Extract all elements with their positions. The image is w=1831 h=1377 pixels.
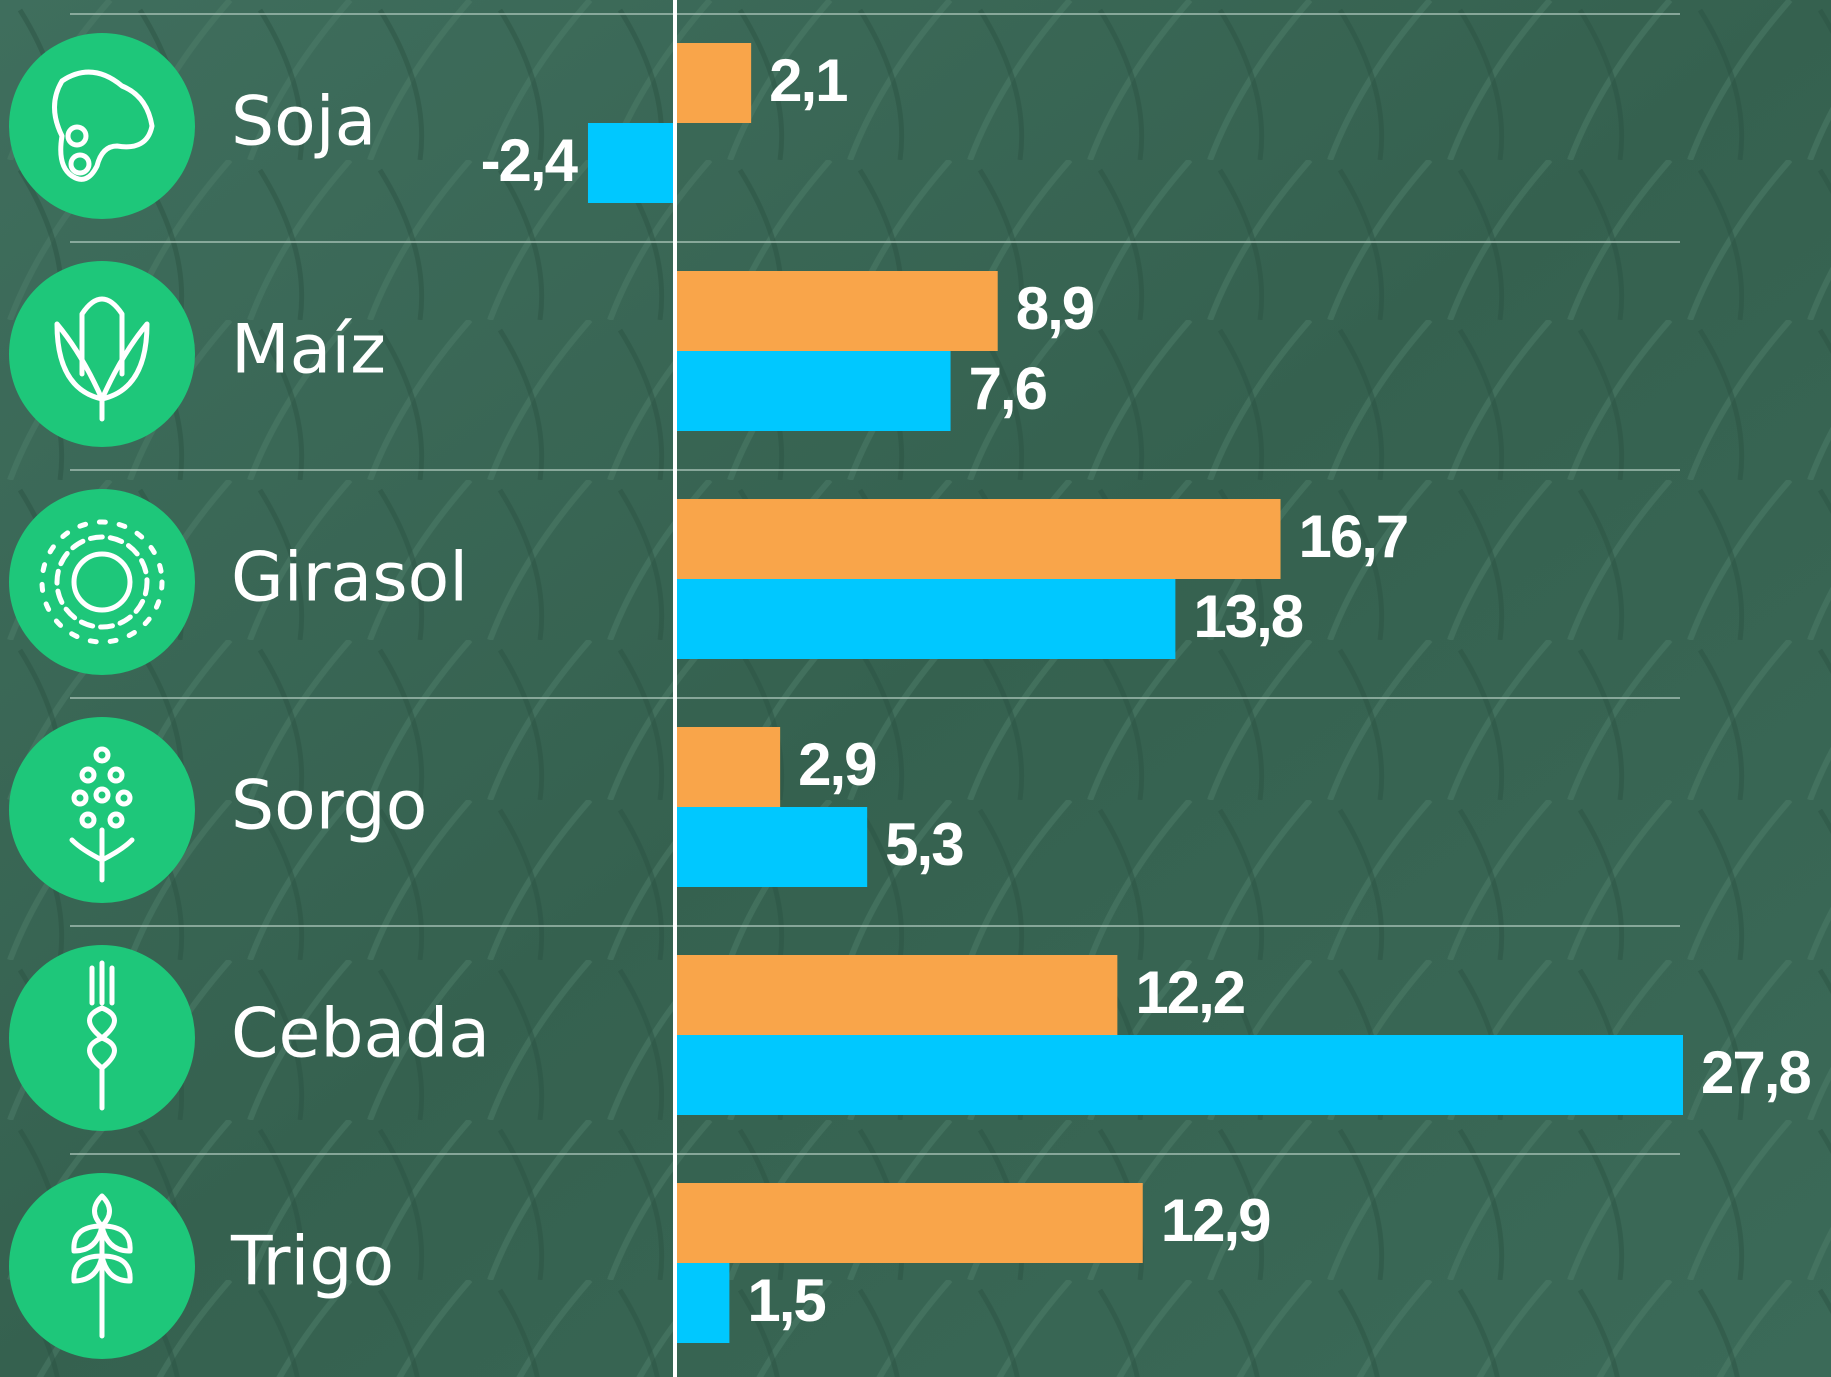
category-label: Trigo — [230, 1223, 394, 1302]
value-label: 1,5 — [747, 1267, 825, 1334]
bar — [675, 271, 998, 351]
corn-icon — [9, 261, 195, 447]
bar — [675, 1035, 1683, 1115]
category-label: Girasol — [231, 539, 468, 618]
bar — [675, 1263, 729, 1343]
bar — [675, 807, 867, 887]
value-label: 2,9 — [798, 731, 876, 798]
value-label: 16,7 — [1299, 503, 1408, 570]
sunflower-icon — [9, 489, 195, 675]
barley-icon — [9, 945, 195, 1131]
bar — [675, 727, 780, 807]
bar — [675, 351, 951, 431]
bar — [675, 1183, 1143, 1263]
bar — [675, 43, 751, 123]
value-label: -2,4 — [481, 127, 579, 194]
category-label: Soja — [231, 83, 376, 162]
category-label: Maíz — [231, 311, 386, 390]
chart: Soja 2,1 -2,4 Maíz 8,9 7,6 Girasol 16,7 13,8 Sorg… — [0, 0, 1831, 1377]
bar — [588, 123, 675, 203]
value-label: 27,8 — [1701, 1039, 1810, 1106]
bar — [675, 499, 1281, 579]
category-label: Sorgo — [231, 767, 427, 846]
category-label: Cebada — [231, 995, 490, 1074]
bar — [675, 579, 1175, 659]
value-label: 5,3 — [885, 811, 963, 878]
background-texture — [0, 0, 1831, 1377]
soy-icon — [9, 33, 195, 219]
value-label: 8,9 — [1016, 275, 1094, 342]
wheat-icon — [9, 1173, 195, 1359]
value-label: 13,8 — [1193, 583, 1302, 650]
sorghum-icon — [9, 717, 195, 903]
value-label: 12,2 — [1135, 959, 1244, 1026]
value-label: 12,9 — [1161, 1187, 1270, 1254]
value-label: 7,6 — [969, 355, 1047, 422]
bar — [675, 955, 1117, 1035]
value-label: 2,1 — [769, 47, 847, 114]
